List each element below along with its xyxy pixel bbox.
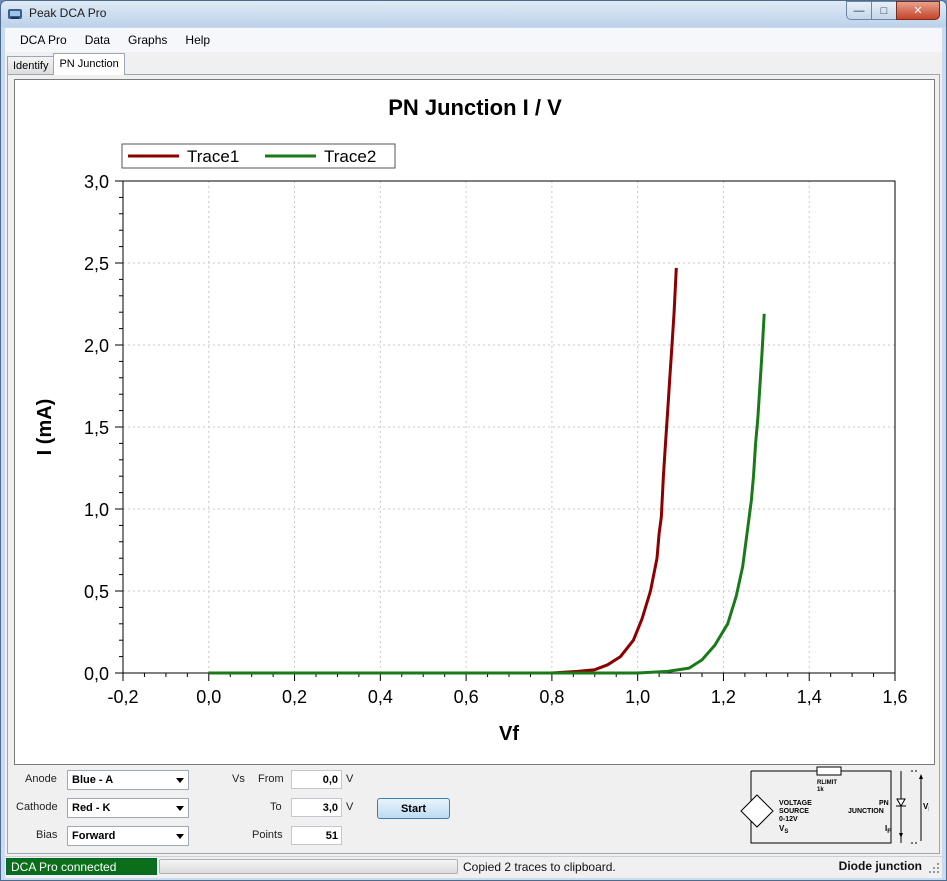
y-tick-label: 1,0 xyxy=(84,500,109,520)
from-label: From xyxy=(258,773,284,785)
legend-label-trace2: Trace2 xyxy=(324,147,376,166)
x-tick-label: 0,0 xyxy=(196,687,221,707)
x-tick-label: 1,0 xyxy=(625,687,650,707)
to-voltage-input[interactable]: 3,0 xyxy=(291,798,342,817)
anode-value: Blue - A xyxy=(72,774,114,786)
test-mode: Diode junction xyxy=(838,859,922,873)
y-tick-label: 0,5 xyxy=(84,582,109,602)
tab-pn-junction[interactable]: PN Junction xyxy=(53,53,125,75)
rlimit-label: RLIMIT xyxy=(817,780,837,786)
legend-label-trace1: Trace1 xyxy=(187,147,239,166)
resistor-icon xyxy=(816,766,842,776)
y-tick-label: 1,5 xyxy=(84,418,109,438)
points-label: Points xyxy=(252,829,283,841)
anode-label: Anode xyxy=(25,773,57,785)
source-label-line1: VOLTAGE xyxy=(779,800,812,807)
client-area: DCA Pro Data Graphs Help Identify PN Jun… xyxy=(5,28,942,878)
y-tick-label: 0,0 xyxy=(84,664,109,684)
vf-symbol: VF xyxy=(923,802,929,813)
from-unit: V xyxy=(346,773,354,785)
cathode-value: Red - K xyxy=(72,802,111,814)
minimize-icon: — xyxy=(853,4,865,17)
to-unit: V xyxy=(346,801,354,813)
menu-bar: DCA Pro Data Graphs Help xyxy=(5,28,942,52)
x-tick-label: 0,2 xyxy=(282,687,307,707)
series-line-trace2 xyxy=(208,313,766,675)
y-tick-label: 3,0 xyxy=(84,172,109,192)
vf-arrow-icon xyxy=(911,770,923,844)
menu-data[interactable]: Data xyxy=(84,33,111,47)
maximize-button[interactable]: □ xyxy=(871,1,897,20)
x-tick-label: 0,6 xyxy=(454,687,479,707)
vs-label: Vs xyxy=(232,773,245,785)
status-bar: DCA Pro connected Copied 2 traces to cli… xyxy=(5,856,942,876)
menu-graphs[interactable]: Graphs xyxy=(128,33,168,47)
chart-grid xyxy=(123,181,895,673)
y-axis-label: I (mA) xyxy=(34,399,56,456)
points-input[interactable]: 51 xyxy=(291,826,342,845)
x-tick-label: 0,8 xyxy=(539,687,564,707)
voltage-source-icon xyxy=(740,794,774,828)
junction-label-line1: PN xyxy=(879,800,889,807)
title-bar: Peak DCA Pro — □ ✕ xyxy=(1,1,946,27)
x-tick-label: 1,4 xyxy=(797,687,822,707)
chart-series xyxy=(208,267,766,675)
status-message: Copied 2 traces to clipboard. xyxy=(463,860,616,874)
chart-legend: Trace1 Trace2 xyxy=(121,143,396,169)
pn-junction-panel: PN Junction I / V -0,2 0,0 0,2 0,4 0,6 0,8 1,0… xyxy=(7,74,940,854)
resize-grip-icon[interactable] xyxy=(928,862,940,874)
connection-status: DCA Pro connected xyxy=(6,858,157,875)
cathode-label: Cathode xyxy=(16,801,58,813)
cathode-select[interactable]: Red - K xyxy=(67,798,189,818)
test-circuit-diagram: RLIMIT 1k VOLTAGE SOURCE 0-12V VS PN JUN… xyxy=(740,766,929,844)
chevron-down-icon xyxy=(176,806,184,811)
menu-dca-pro[interactable]: DCA Pro xyxy=(20,33,67,47)
y-tick-label: 2,0 xyxy=(84,336,109,356)
x-tick-label: 0,4 xyxy=(368,687,393,707)
chart-title: PN Junction I / V xyxy=(388,95,562,120)
minimize-button[interactable]: — xyxy=(846,1,872,20)
junction-label-line2: JUNCTION xyxy=(848,808,884,815)
close-button[interactable]: ✕ xyxy=(896,1,940,20)
bias-value: Forward xyxy=(72,830,116,842)
x-tick-label: -0,2 xyxy=(107,687,138,707)
source-label-line3: 0-12V xyxy=(779,816,798,823)
maximize-icon: □ xyxy=(880,4,888,17)
caption-buttons: — □ ✕ xyxy=(846,1,940,21)
app-icon xyxy=(8,9,22,19)
x-tick-label: 1,2 xyxy=(711,687,736,707)
if-symbol: IF xyxy=(885,824,891,835)
menu-help[interactable]: Help xyxy=(185,33,211,47)
x-axis-label: Vf xyxy=(499,723,519,745)
window-title: Peak DCA Pro xyxy=(29,6,107,20)
close-icon: ✕ xyxy=(913,5,923,17)
bias-label: Bias xyxy=(36,829,58,841)
chart-ticks: -0,2 0,0 0,2 0,4 0,6 0,8 1,0 1,2 1,4 1,6 0,0 0,5 1,0… xyxy=(84,172,908,707)
to-label: To xyxy=(270,801,282,813)
x-tick-label: 1,6 xyxy=(882,687,907,707)
vs-symbol: VS xyxy=(779,824,788,835)
series-line-trace1 xyxy=(208,267,678,675)
diode-icon xyxy=(896,771,906,843)
iv-chart: PN Junction I / V -0,2 0,0 0,2 0,4 0,6 0,8 1,0… xyxy=(34,95,908,745)
chevron-down-icon xyxy=(176,778,184,783)
start-button[interactable]: Start xyxy=(377,798,450,819)
anode-select[interactable]: Blue - A xyxy=(67,770,189,790)
bias-select[interactable]: Forward xyxy=(67,826,189,846)
chart-area: PN Junction I / V -0,2 0,0 0,2 0,4 0,6 0,8 1,0… xyxy=(14,79,935,765)
from-voltage-input[interactable]: 0,0 xyxy=(291,770,342,789)
rlimit-value: 1k xyxy=(817,787,824,793)
tab-strip: Identify PN Junction xyxy=(7,53,125,75)
chevron-down-icon xyxy=(176,834,184,839)
current-arrow-icon xyxy=(899,833,903,838)
progress-bar xyxy=(159,859,458,874)
y-tick-label: 2,5 xyxy=(84,254,109,274)
tab-identify[interactable]: Identify xyxy=(7,56,55,75)
source-label-line2: SOURCE xyxy=(779,808,809,815)
